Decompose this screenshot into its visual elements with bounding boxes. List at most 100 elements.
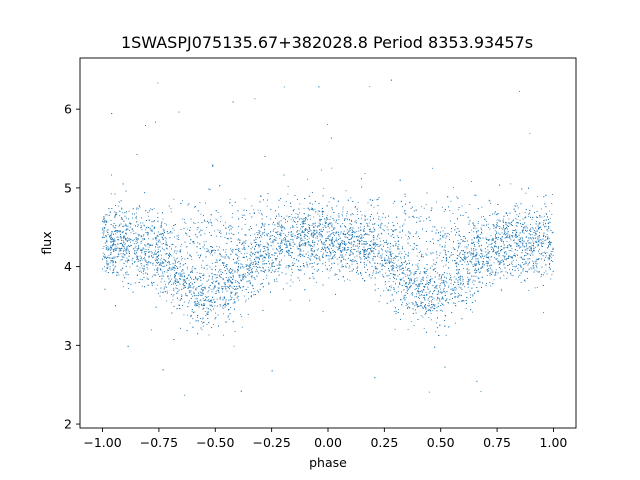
data-point — [159, 246, 160, 248]
data-point — [352, 232, 354, 234]
data-point — [334, 235, 335, 236]
data-point — [254, 260, 256, 262]
data-point — [381, 253, 383, 255]
data-point — [342, 249, 344, 251]
data-point — [497, 225, 499, 227]
data-point — [380, 244, 381, 246]
data-point — [115, 233, 117, 235]
data-point — [448, 261, 450, 263]
data-point — [319, 215, 321, 217]
data-point — [528, 290, 530, 292]
data-point — [466, 264, 468, 266]
data-point — [438, 255, 440, 257]
data-point — [108, 264, 110, 266]
data-point — [336, 258, 338, 260]
data-point — [183, 219, 185, 220]
data-point — [493, 213, 495, 215]
data-point — [533, 267, 535, 269]
data-point — [540, 208, 542, 210]
data-point — [222, 289, 223, 291]
data-point — [490, 271, 492, 273]
data-point — [476, 241, 478, 243]
data-point — [474, 265, 476, 267]
data-point — [519, 219, 521, 221]
data-point — [377, 244, 379, 245]
data-point — [262, 260, 264, 262]
data-point — [187, 314, 188, 316]
data-point — [162, 218, 164, 220]
data-point — [145, 254, 147, 256]
data-point — [231, 286, 233, 288]
data-point — [503, 242, 505, 244]
data-point — [243, 295, 245, 297]
data-point — [216, 260, 218, 262]
data-point — [116, 232, 118, 233]
data-point — [373, 250, 375, 252]
data-point — [291, 264, 293, 266]
data-point — [183, 314, 185, 316]
data-point — [438, 240, 440, 242]
data-point — [551, 203, 553, 204]
data-point — [493, 227, 495, 229]
data-point — [197, 222, 199, 224]
data-point — [268, 256, 270, 258]
data-point — [502, 260, 504, 262]
data-point — [312, 209, 314, 211]
data-point — [136, 239, 137, 241]
data-point — [243, 286, 245, 287]
data-point — [368, 275, 370, 277]
data-point — [400, 258, 402, 260]
data-point — [430, 319, 432, 321]
data-point — [187, 275, 189, 277]
data-point — [416, 255, 418, 257]
data-point — [468, 222, 470, 224]
data-point — [140, 241, 142, 242]
data-point — [494, 257, 496, 258]
data-point — [300, 237, 302, 239]
data-point — [114, 211, 116, 213]
data-point — [458, 279, 460, 280]
data-point — [148, 215, 150, 217]
data-point — [165, 240, 167, 242]
data-point — [166, 248, 168, 250]
data-point — [324, 264, 326, 266]
data-point — [171, 244, 173, 246]
data-point — [394, 274, 396, 276]
data-point — [161, 236, 163, 238]
data-point — [327, 219, 329, 220]
data-point — [279, 253, 281, 255]
data-point — [157, 258, 159, 260]
data-point — [535, 260, 537, 262]
data-point — [302, 218, 304, 220]
data-point — [326, 269, 328, 271]
data-point — [140, 242, 142, 244]
data-point — [484, 255, 486, 257]
data-point — [351, 241, 352, 243]
data-point — [154, 259, 156, 261]
data-point — [278, 263, 280, 265]
data-point — [420, 301, 422, 303]
data-point — [386, 244, 388, 246]
data-point — [139, 206, 141, 208]
data-point — [525, 227, 527, 229]
data-point — [287, 267, 289, 269]
data-point — [229, 269, 230, 271]
data-point — [120, 269, 122, 271]
data-point — [313, 223, 315, 225]
data-point — [150, 244, 152, 246]
data-point — [299, 203, 301, 205]
data-point — [356, 261, 358, 263]
data-point — [543, 215, 545, 217]
data-point — [380, 244, 382, 246]
data-point — [287, 185, 289, 187]
data-point — [344, 249, 346, 251]
data-point — [309, 300, 311, 302]
data-point — [480, 257, 482, 259]
data-point — [541, 244, 543, 246]
data-point — [541, 245, 543, 247]
data-point — [185, 222, 187, 224]
data-point — [180, 243, 182, 245]
data-point — [229, 224, 231, 226]
data-point — [523, 229, 525, 231]
data-point — [225, 300, 227, 302]
